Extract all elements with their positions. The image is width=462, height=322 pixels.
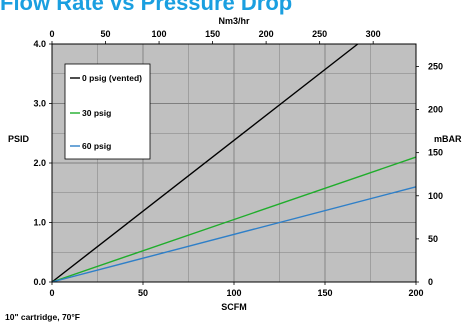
x-secondary-axis-label: Nm3/hr xyxy=(218,16,250,26)
y-primary-tick-label: 0.0 xyxy=(33,277,46,287)
y-secondary-tick-label: 50 xyxy=(428,234,438,244)
x-primary-tick-label: 200 xyxy=(408,288,423,298)
y-secondary-tick-label: 200 xyxy=(428,105,443,115)
x-secondary-ticks: 0 50 100 150 200 250 300 xyxy=(49,29,381,44)
y-secondary-axis-label: mBAR xyxy=(434,134,462,144)
x-primary-tick-label: 100 xyxy=(226,288,241,298)
y-primary-ticks: 0.0 1.0 2.0 3.0 4.0 xyxy=(33,39,52,287)
x-secondary-tick-label: 100 xyxy=(152,29,167,39)
chart-title: Flow Rate vs Pressure Drop xyxy=(0,0,292,15)
y-secondary-tick-label: 0 xyxy=(428,277,433,287)
x-secondary-tick-label: 200 xyxy=(259,29,274,39)
x-primary-axis-label: SCFM xyxy=(221,302,247,312)
y-secondary-tick-label: 150 xyxy=(428,148,443,158)
y-secondary-ticks: 0 50 100 150 200 250 xyxy=(416,61,443,287)
x-primary-tick-label: 0 xyxy=(49,288,54,298)
x-primary-tick-label: 150 xyxy=(317,288,332,298)
x-secondary-tick-label: 150 xyxy=(205,29,220,39)
x-secondary-tick-label: 300 xyxy=(366,29,381,39)
y-primary-tick-label: 4.0 xyxy=(33,39,46,49)
y-primary-tick-label: 2.0 xyxy=(33,158,46,168)
series-line-0 xyxy=(51,43,359,283)
footnote: 10" cartridge, 70°F xyxy=(5,312,80,322)
y-secondary-tick-label: 100 xyxy=(428,191,443,201)
y-secondary-tick-label: 250 xyxy=(428,61,443,71)
series-layer xyxy=(51,43,417,283)
series-line-2 xyxy=(51,186,417,283)
legend-label-0: 0 psig (vented) xyxy=(82,73,142,83)
x-primary-tick-label: 50 xyxy=(138,288,148,298)
legend-label-2: 60 psig xyxy=(82,141,111,151)
x-secondary-tick-label: 250 xyxy=(312,29,327,39)
series-line-1 xyxy=(51,156,417,283)
legend-label-1: 30 psig xyxy=(82,108,111,118)
x-secondary-tick-label: 0 xyxy=(49,29,54,39)
x-primary-ticks: 0 50 100 150 200 xyxy=(49,282,424,298)
legend-box xyxy=(64,63,151,160)
y-primary-tick-label: 1.0 xyxy=(33,218,46,228)
y-primary-axis-label: PSID xyxy=(8,134,30,144)
y-primary-tick-label: 3.0 xyxy=(33,99,46,109)
legend: 0 psig (vented) 30 psig 60 psig xyxy=(64,63,151,160)
x-secondary-tick-label: 50 xyxy=(101,29,111,39)
